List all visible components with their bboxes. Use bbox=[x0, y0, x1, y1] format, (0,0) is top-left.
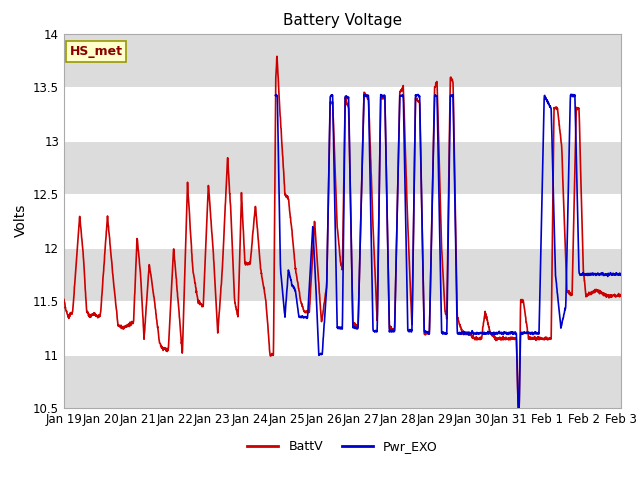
Pwr_EXO bbox=[541, 94, 549, 100]
BattV bbox=[116, 324, 124, 330]
Y-axis label: Volts: Volts bbox=[13, 204, 28, 238]
Bar bbox=[64, 34, 621, 87]
BattV bbox=[617, 293, 625, 299]
BattV bbox=[515, 406, 523, 411]
Pwr_EXO bbox=[609, 272, 617, 277]
Bar bbox=[64, 248, 621, 301]
Bar bbox=[64, 355, 621, 408]
BattV bbox=[273, 53, 281, 59]
BattV bbox=[609, 292, 617, 298]
Pwr_EXO bbox=[510, 329, 518, 335]
BattV bbox=[236, 251, 244, 256]
BattV bbox=[376, 140, 384, 145]
Bar bbox=[64, 141, 621, 194]
BattV bbox=[510, 336, 518, 342]
Line: BattV: BattV bbox=[64, 56, 621, 408]
Line: Pwr_EXO: Pwr_EXO bbox=[275, 94, 621, 409]
BattV bbox=[60, 297, 68, 302]
Pwr_EXO bbox=[617, 272, 625, 278]
Pwr_EXO bbox=[376, 155, 383, 161]
Text: HS_met: HS_met bbox=[70, 45, 123, 58]
Title: Battery Voltage: Battery Voltage bbox=[283, 13, 402, 28]
BattV bbox=[542, 336, 550, 342]
Legend: BattV, Pwr_EXO: BattV, Pwr_EXO bbox=[242, 435, 443, 458]
